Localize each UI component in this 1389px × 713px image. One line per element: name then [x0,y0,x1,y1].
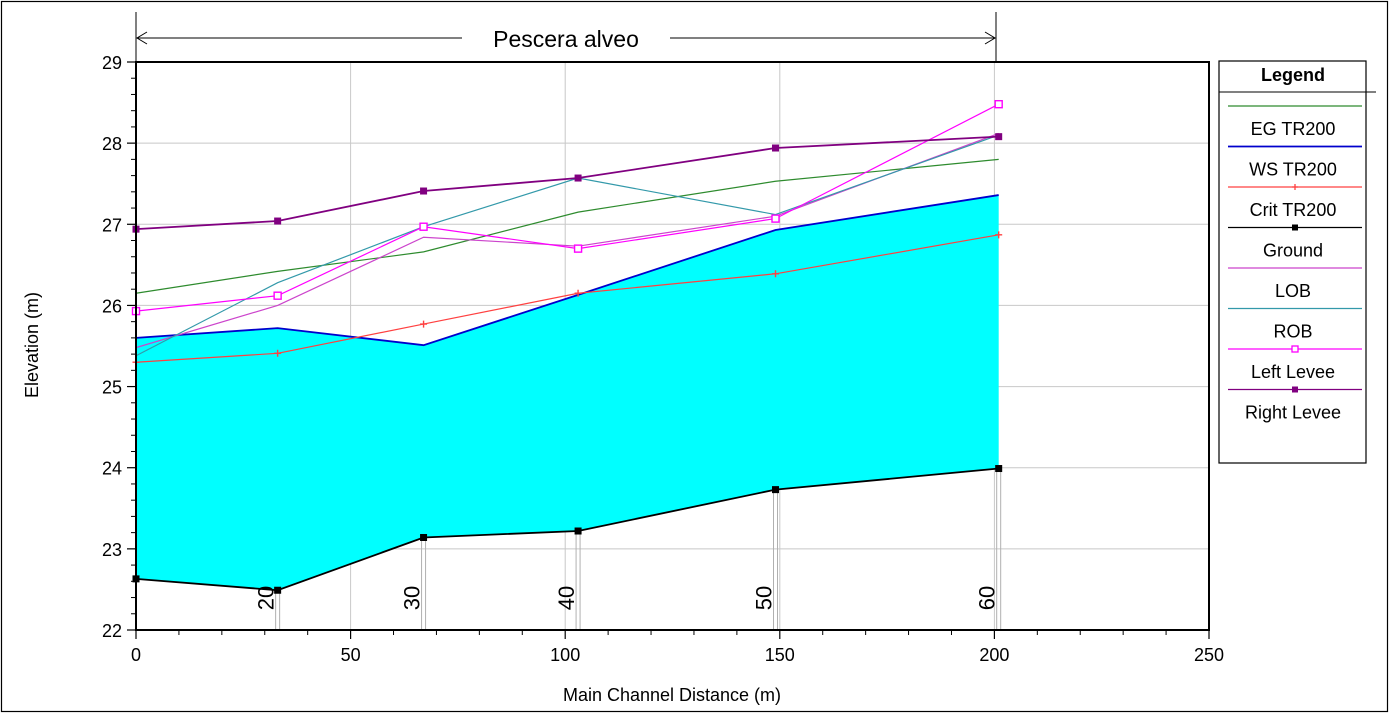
y-tick-label-1: 23 [102,540,122,560]
legend-title: Legend [1261,65,1325,85]
legend-label-crit-tr200: Crit TR200 [1250,200,1337,220]
legend-label-ws-tr200: WS TR200 [1249,160,1337,180]
point-crit-tr200-5 [995,231,1003,239]
y-tick-label-6: 28 [102,134,122,154]
point-right-levee-5 [995,133,1003,141]
reach-arrowhead-left [136,31,148,45]
point-crit-tr200-2 [420,320,428,328]
reach-arrowhead-right [984,31,996,45]
point-right-levee-2 [420,187,428,195]
legend-marker-right-levee [1292,386,1298,393]
series-line-ground [135,467,999,592]
x-tick-label-4: 200 [979,645,1009,665]
water-surface-fill [136,195,999,591]
series-line-ws-tr200 [135,194,999,347]
reach-bar: Pescera alveo [135,12,997,62]
point-right-levee-4 [772,144,780,152]
legend-items: EG TR200 WS TR200 Crit TR200 Ground LOB ROB Le… [1228,105,1362,423]
legend-label-right-levee: Right Levee [1245,403,1341,423]
legend-label-left-levee: Left Levee [1251,362,1335,382]
point-left-levee-5 [994,99,1003,109]
point-right-levee-1 [274,217,282,225]
y-tick-label-7: 29 [102,53,122,73]
x-tick-label-1: 50 [341,645,361,665]
legend-label-ground: Ground [1263,241,1323,261]
point-left-levee-3 [573,244,583,253]
legend-label-rob: ROB [1273,322,1312,342]
legend-marker-crit-tr200 [1292,184,1298,190]
station-label-30: 30 [400,586,425,610]
point-ground-5 [995,465,1003,473]
series-line-crit-tr200 [135,234,999,363]
y-tick-label-2: 24 [102,459,122,479]
point-crit-tr200-3 [574,289,582,297]
series-line-left-levee [135,103,999,312]
legend-label-eg-tr200: EG TR200 [1251,119,1336,139]
y-tick-label-0: 22 [102,621,122,641]
plot-border [135,61,1210,631]
point-left-levee-1 [273,291,282,300]
x-tick-label-0: 0 [131,645,141,665]
point-right-levee-3 [574,174,582,182]
y-tick-label-3: 25 [102,378,122,398]
series-line-rob [135,134,999,357]
point-left-levee-4 [771,214,780,223]
point-left-levee-2 [419,222,428,231]
legend-marker-left-levee [1291,345,1299,353]
legend-box [1218,60,1367,464]
x-tick-label-2: 100 [550,645,580,665]
point-ground-3 [574,527,582,535]
x-tick-label-3: 150 [765,645,795,665]
station-label-50: 50 [752,586,777,610]
y-tick-label-4: 26 [102,296,122,316]
legend: Legend EG TR200 WS TR200 Crit TR200 Ground L… [1218,60,1376,464]
x-tick-label-5: 250 [1194,645,1224,665]
point-crit-tr200-4 [772,270,780,278]
point-ground-2 [420,533,428,541]
point-ground-1 [274,586,282,594]
station-label-40: 40 [554,586,579,610]
series-line-right-levee [135,135,999,231]
reach-label: Pescera alveo [493,26,639,52]
legend-label-lob: LOB [1275,281,1311,301]
series-line-eg-tr200 [135,158,999,294]
point-crit-tr200-1 [274,349,282,357]
plot-area: 20 30 40 50 600 50 100 150 200 250222324252627282… [102,53,1224,665]
y-axis-label: Elevation (m) [22,292,42,398]
series-line-lob [135,132,999,349]
point-ground-4 [772,486,780,494]
y-tick-label-5: 27 [102,215,122,235]
x-axis-label: Main Channel Distance (m) [563,685,781,705]
legend-marker-ground [1292,224,1298,231]
station-label-60: 60 [975,586,1000,610]
